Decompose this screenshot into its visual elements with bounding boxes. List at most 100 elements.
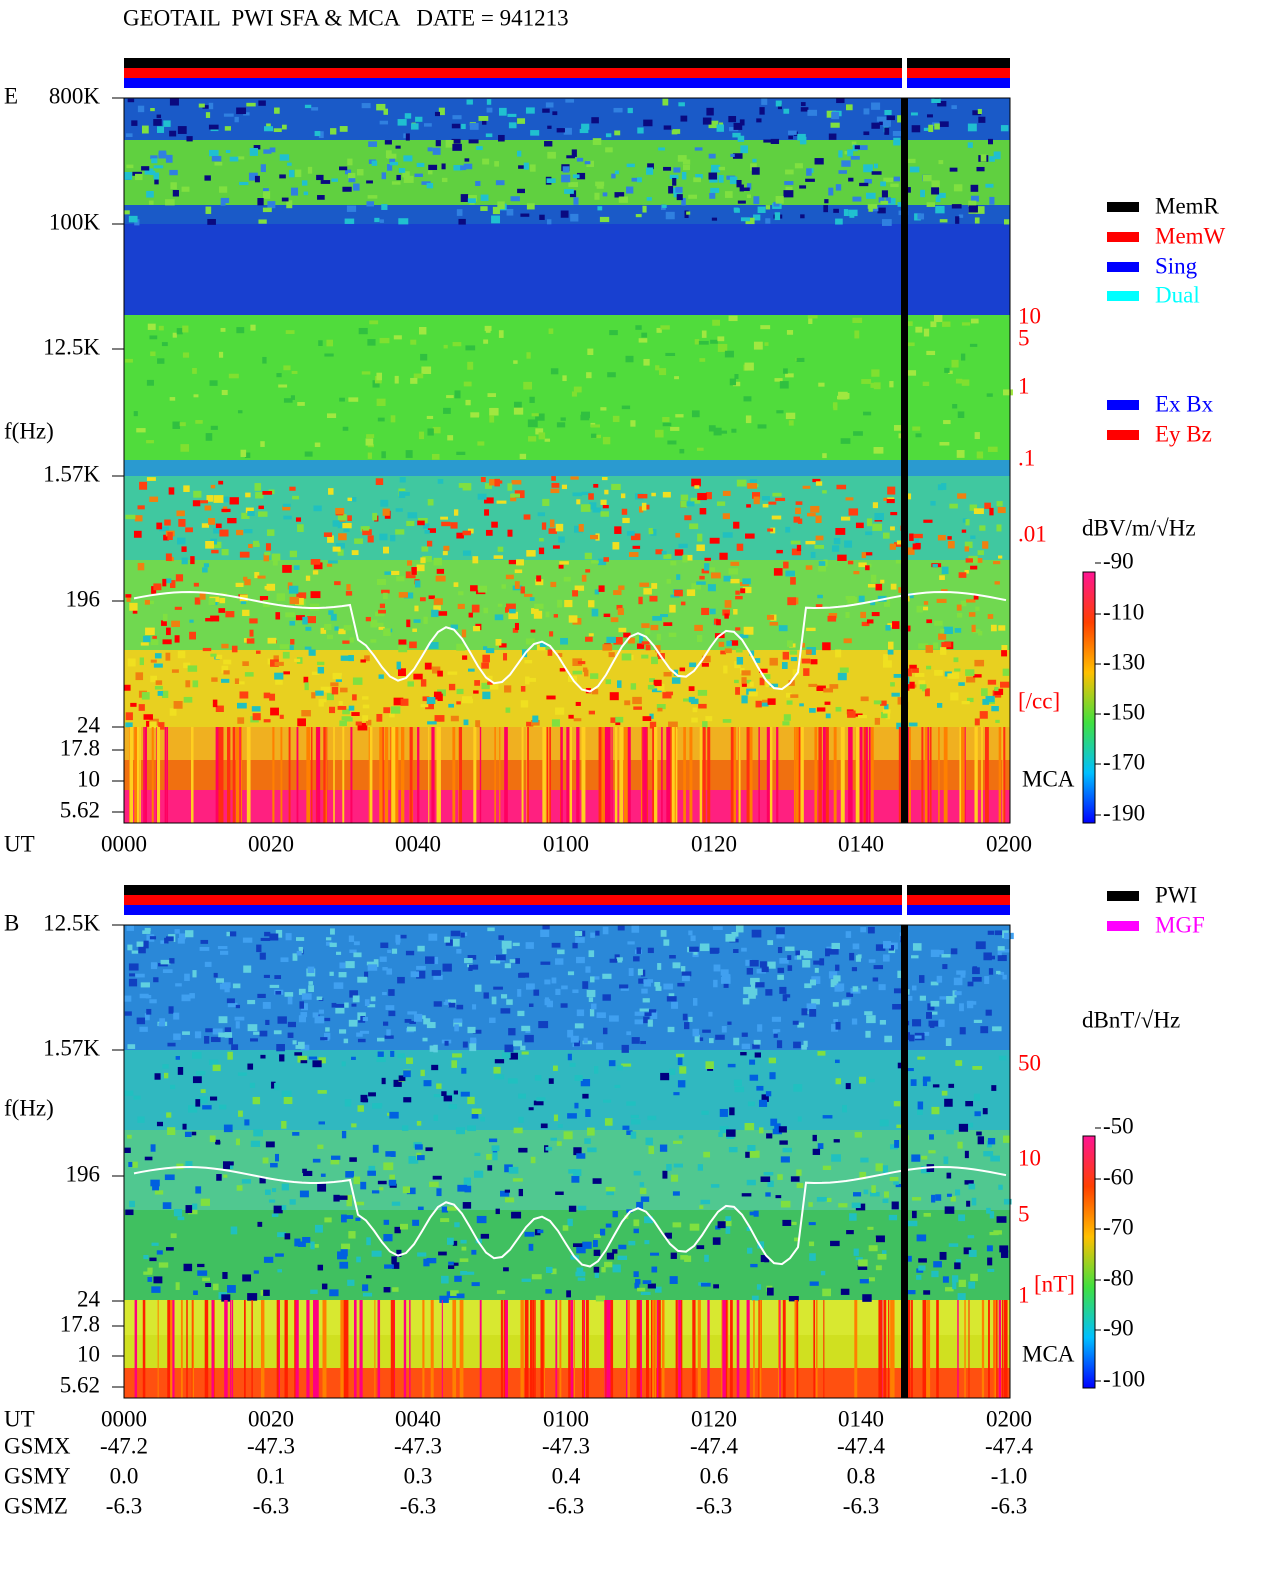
- spectrum-pixel: [376, 713, 383, 722]
- spectrum-pixel: [353, 941, 360, 946]
- spectrum-pixel: [671, 677, 681, 684]
- spectrum-pixel: [855, 522, 864, 529]
- spectrum-pixel: [144, 1013, 150, 1021]
- spectrum-pixel: [680, 494, 689, 501]
- spectrum-pixel: [674, 589, 683, 597]
- spectrum-pixel: [850, 155, 860, 160]
- spectrum-pixel: [753, 214, 761, 221]
- spectrum-pixel: [517, 188, 525, 194]
- spectrum-pixel: [539, 538, 544, 542]
- spectrum-stripe: [746, 727, 750, 823]
- spectrum-stripe: [815, 1300, 818, 1398]
- spectrum-pixel: [187, 665, 198, 672]
- spectrum-pixel: [613, 107, 623, 113]
- spectrum-pixel: [504, 1044, 514, 1053]
- spectrum-stripe: [377, 1300, 381, 1398]
- spectrum-pixel: [989, 156, 995, 162]
- spectrum-pixel: [661, 550, 667, 555]
- spectrum-pixel: [561, 985, 568, 990]
- spectrum-pixel: [251, 706, 261, 712]
- spectrum-pixel: [407, 512, 418, 519]
- spectrum-pixel: [576, 1153, 586, 1159]
- spectrum-pixel: [632, 696, 642, 705]
- spectrum-pixel: [438, 107, 445, 116]
- spectrum-pixel: [845, 1083, 851, 1090]
- spectrum-pixel: [585, 1109, 591, 1118]
- spectrum-pixel: [238, 1110, 243, 1117]
- y-tick-label: 1.57K: [43, 1035, 100, 1060]
- spectrum-pixel: [930, 321, 937, 328]
- spectrum-pixel: [761, 496, 770, 501]
- spectrum-stripe: [343, 1300, 348, 1398]
- spectrum-pixel: [182, 352, 190, 358]
- spectrum-pixel: [965, 558, 973, 563]
- spectrum-pixel: [483, 497, 494, 504]
- spectrum-pixel: [496, 1290, 506, 1294]
- spectrum-pixel: [357, 1038, 366, 1043]
- spectrum-pixel: [906, 158, 916, 164]
- spectrum-pixel: [889, 1176, 899, 1181]
- spectrum-pixel: [888, 641, 894, 650]
- spectrum-pixel: [886, 115, 895, 121]
- spectrum-pixel: [366, 201, 375, 207]
- spectrum-pixel: [730, 640, 739, 646]
- spectrum-pixel: [1003, 1198, 1012, 1205]
- spectrum-pixel: [648, 1146, 655, 1155]
- spectrum-pixel: [728, 568, 739, 575]
- spectrum-stripe: [654, 1300, 657, 1398]
- spectrum-pixel: [223, 1124, 233, 1133]
- spectrum-stripe: [452, 727, 456, 823]
- spectrum-stripe: [890, 1300, 893, 1398]
- spectrum-pixel: [865, 531, 873, 536]
- spectrum-pixel: [342, 426, 349, 431]
- status-gap: [902, 58, 907, 88]
- spectrum-stripe: [848, 727, 851, 823]
- spectrum-pixel: [491, 1145, 500, 1152]
- spectrum-pixel: [159, 1018, 166, 1027]
- spectrum-pixel: [423, 1258, 430, 1267]
- spectrum-pixel: [699, 508, 707, 515]
- spectrum-pixel: [173, 701, 183, 709]
- spectrum-pixel: [264, 1189, 271, 1195]
- spectrum-pixel: [587, 1127, 595, 1136]
- spectrum-pixel: [501, 940, 512, 949]
- spectrum-pixel: [315, 690, 324, 696]
- spectrum-pixel: [809, 708, 816, 713]
- spectrum-pixel: [330, 1155, 341, 1160]
- spectrum-pixel: [635, 1279, 641, 1285]
- spectrum-pixel: [644, 1240, 650, 1245]
- spectrum-pixel: [668, 721, 678, 729]
- spectrum-pixel: [433, 956, 439, 965]
- spectrum-pixel: [759, 107, 765, 115]
- colorbar-label: -80: [1103, 1265, 1134, 1290]
- spectrum-stripe: [437, 727, 441, 823]
- spectrum-pixel: [973, 1019, 983, 1023]
- spectrum-pixel: [523, 381, 533, 390]
- spectrum-pixel: [253, 1128, 264, 1137]
- spectrum-pixel: [617, 1255, 628, 1260]
- spectrum-pixel: [395, 934, 401, 943]
- spectrum-pixel: [181, 994, 191, 1002]
- spectrum-pixel: [944, 1098, 953, 1107]
- spectrum-pixel: [370, 619, 378, 628]
- spectrum-pixel: [591, 689, 599, 695]
- spectrum-pixel: [958, 572, 967, 578]
- spectrum-pixel: [968, 1249, 977, 1258]
- spectrum-pixel: [530, 1156, 536, 1164]
- spectrum-pixel: [680, 1255, 688, 1260]
- spectrum-pixel: [712, 926, 723, 931]
- spectrum-pixel: [1000, 125, 1009, 132]
- spectrum-pixel: [650, 624, 659, 631]
- spectrum-pixel: [124, 210, 130, 215]
- spectrum-pixel: [570, 213, 579, 222]
- spectrum-pixel: [213, 1283, 219, 1291]
- spectrum-stripe: [379, 727, 383, 823]
- spectrum-pixel: [667, 440, 677, 445]
- spectrum-pixel: [222, 1161, 230, 1170]
- spectrum-pixel: [708, 425, 716, 432]
- x-tick-label: 0140: [838, 831, 884, 856]
- spectrum-pixel: [262, 490, 273, 495]
- spectrum-pixel: [341, 1061, 346, 1067]
- spectrum-stripe: [825, 727, 829, 823]
- spectrum-pixel: [626, 531, 635, 536]
